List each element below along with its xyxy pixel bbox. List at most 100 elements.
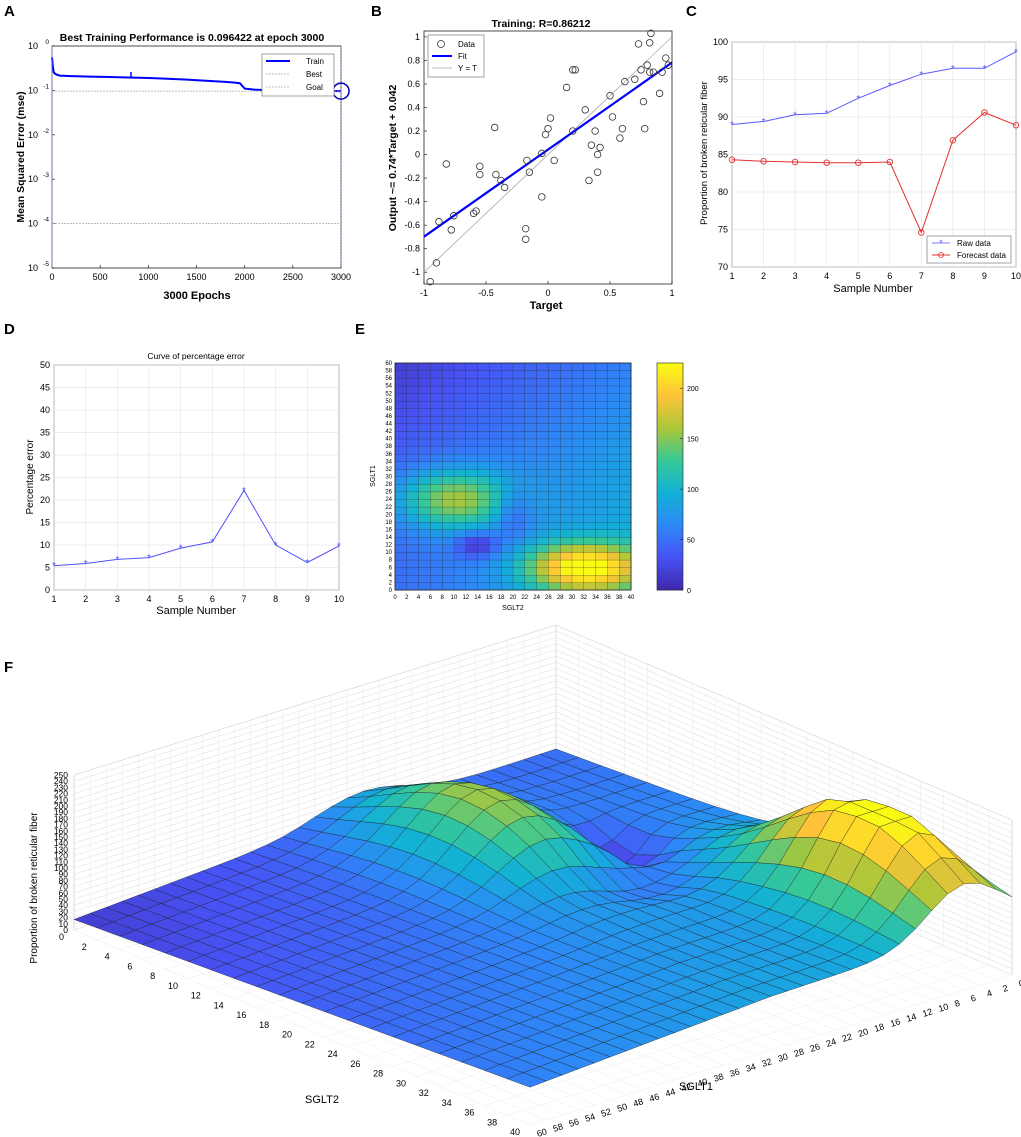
chart-e-cell — [548, 415, 561, 424]
chart-f-ztick-label: 200 — [54, 801, 68, 811]
chart-e-cell — [394, 552, 408, 561]
chart-e-cell — [524, 574, 538, 583]
chart-e-cell — [512, 400, 526, 409]
chart-e-cell — [536, 544, 549, 553]
chart-e-colorbar-swatch — [657, 415, 683, 421]
chart-e-cell — [560, 408, 573, 417]
chart-e-cell — [477, 521, 490, 530]
chart-f-xtick-label: 8 — [150, 971, 155, 981]
chart-e-cell — [583, 476, 597, 485]
chart-e-cell — [418, 499, 431, 508]
chart-e-cell — [501, 453, 514, 462]
chart-e-cell — [418, 408, 431, 417]
chart-e-cell — [477, 582, 490, 591]
chart-e-cell — [394, 559, 408, 568]
chart-e-cell — [512, 430, 526, 440]
chart-c-forecast-point — [949, 136, 957, 144]
chart-e-cell — [583, 362, 597, 371]
chart-e-colorbar-swatch — [657, 506, 683, 511]
chart-a-xtick-label: 2000 — [235, 272, 255, 282]
chart-e-cell — [406, 544, 420, 553]
chart-b-ytick-label: 0.2 — [407, 126, 420, 136]
chart-e-cell — [453, 536, 467, 546]
chart-f-ytick-label: 46 — [648, 1091, 661, 1104]
chart-e-cell — [548, 378, 561, 387]
chart-b-data-point — [571, 66, 579, 74]
chart-e-cell — [536, 446, 549, 455]
chart-b-data-point — [562, 83, 571, 92]
chart-e-cell — [453, 506, 467, 515]
chart-f-ytick-label: 8 — [953, 998, 961, 1009]
chart-e-colorbar-swatch — [657, 370, 683, 375]
chart-c-raw-point: * — [888, 81, 892, 92]
chart-e-cell — [501, 567, 514, 576]
chart-e-cell — [406, 415, 420, 424]
chart-e-cell — [501, 521, 514, 530]
chart-f-ytick-label: 6 — [969, 993, 977, 1004]
chart-e-cell — [394, 582, 408, 591]
chart-b-fit-line — [423, 61, 673, 238]
legend-y-eq-t: Y = T — [458, 64, 477, 73]
chart-e-cell — [536, 491, 549, 500]
chart-f-ztick-label: 70 — [59, 882, 69, 892]
chart-e-cell — [406, 461, 420, 470]
chart-e-cell — [548, 506, 561, 515]
chart-e-cell — [583, 536, 597, 546]
chart-e-cell — [442, 408, 455, 417]
chart-e-cell — [607, 468, 620, 477]
chart-e-cell — [489, 423, 502, 432]
chart-e-colorbar-swatch — [657, 521, 683, 527]
chart-c-raw-point: * — [856, 94, 860, 105]
chart-e-cell — [430, 370, 443, 379]
chart-f-ztick-label: 0 — [63, 925, 68, 935]
chart-e-cell — [430, 529, 443, 538]
chart-e-colorbar-tick-label: 200 — [687, 386, 699, 393]
chart-e-cell — [394, 544, 408, 553]
chart-c-xtick-label: 1 — [729, 271, 734, 281]
chart-e-cell — [453, 408, 467, 417]
chart-e-ytick-label: 8 — [389, 558, 393, 564]
chart-e-cell — [512, 552, 526, 561]
chart-e-cell — [477, 506, 490, 515]
chart-e-cell — [394, 476, 408, 485]
chart-b-data-point — [643, 61, 651, 69]
chart-e-cell — [465, 393, 479, 402]
chart-e-ytick-label: 38 — [385, 444, 392, 450]
chart-a-ytick-exp: 0 — [45, 39, 49, 46]
chart-e-cell — [489, 438, 502, 447]
chart-d-point: * — [115, 555, 119, 566]
chart-b-data-point — [621, 77, 629, 86]
chart-e-cell — [595, 408, 608, 417]
chart-c-raw-point: * — [825, 109, 829, 120]
chart-e-cell — [406, 430, 420, 440]
chart-e-ytick-label: 22 — [385, 505, 392, 511]
chart-f-xtick-label: 28 — [373, 1069, 383, 1079]
panel-label-b: B — [371, 3, 382, 20]
chart-e-cell — [453, 400, 467, 409]
chart-b-ytick-label: -0.2 — [404, 173, 420, 183]
chart-e-cell — [595, 536, 608, 546]
chart-b-data-point — [591, 127, 599, 135]
chart-e-cell — [453, 559, 467, 568]
chart-f-ztick-label: 60 — [59, 888, 69, 898]
chart-e-cell — [571, 378, 585, 387]
chart-e-cell — [501, 370, 514, 379]
chart-e-cell — [548, 529, 561, 538]
chart-e-colorbar-swatch — [657, 431, 683, 436]
chart-e-ytick-label: 54 — [385, 384, 392, 390]
chart-d-point: * — [242, 486, 246, 497]
chart-f-ytick-label: 4 — [985, 988, 993, 999]
chart-e-cell — [524, 393, 538, 402]
chart-e-cell — [394, 461, 408, 470]
chart-e-cell — [453, 362, 467, 371]
chart-d-ytick-label: 20 — [40, 495, 50, 505]
chart-e-cell — [453, 370, 467, 379]
chart-e-colorbar-swatch — [657, 529, 683, 534]
chart-c-xlabel: Sample Number — [833, 283, 913, 295]
legend-best: Best — [306, 70, 323, 79]
chart-e-cell — [512, 506, 526, 515]
chart-e-cell — [442, 468, 455, 477]
chart-e-cell — [418, 423, 431, 432]
chart-f-ytick-label: 10 — [937, 1001, 950, 1014]
